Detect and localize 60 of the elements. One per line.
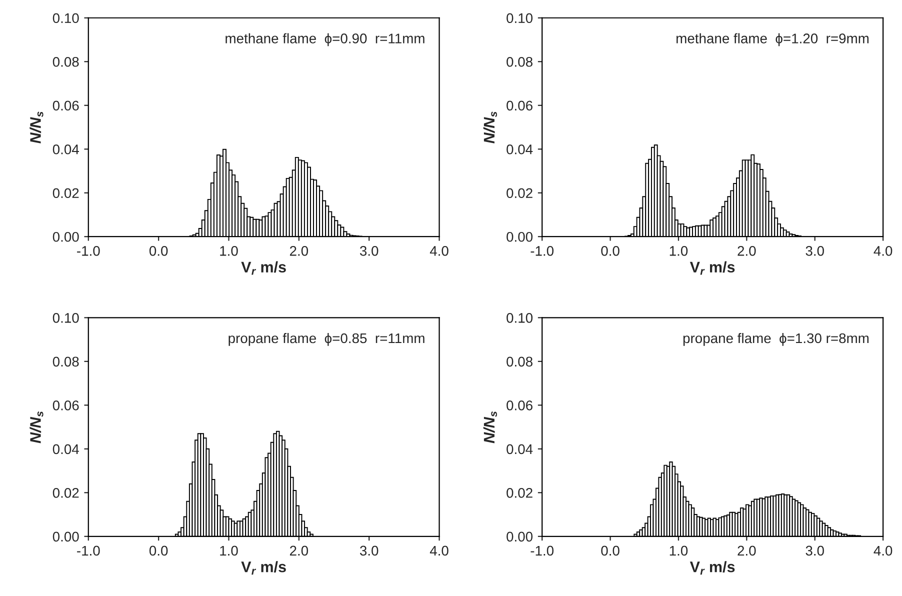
y-axis-title: N/N$_{s}$ [483,112,497,144]
y-axis-title: N/N$_{s}$ [483,411,497,444]
y-tick-label: 0.02 [506,488,532,498]
x-tick-label: 2.0 [738,246,756,256]
y-tick-label: 0.06 [506,400,532,410]
y-tick-label: 0.02 [52,188,79,198]
x-tick-label: 4.0 [874,546,892,556]
x-tick-label: 0.0 [149,246,168,256]
x-tick-label: 4.0 [874,246,892,256]
x-tick-label: 1.0 [670,246,688,256]
x-tick-label: 3.0 [806,546,824,556]
x-axis-title: V$_{r}$ m/s [241,261,286,275]
y-tick-label: 0.04 [506,444,533,454]
x-tick-label: -1.0 [530,246,554,256]
y-tick-label: 0.10 [506,313,533,323]
x-axis-title: V$_{r}$ m/s [241,561,286,575]
y-tick-label: 0.08 [506,56,532,67]
x-tick-label: 0.0 [149,546,168,556]
y-tick-label: 0.06 [52,100,79,111]
annotation: propane flame ϕ=1.30 r=8mm [683,332,869,346]
annotation: methane flame ϕ=0.90 r=11mm [226,33,424,46]
x-tick-label: 1.0 [670,546,688,556]
y-tick-label: 0.02 [506,188,532,198]
y-tick-label: 0.04 [52,444,79,454]
x-tick-label: 2.0 [738,546,756,556]
y-tick-label: 0.06 [52,400,79,410]
y-tick-label: 0.10 [506,13,533,24]
y-tick-label: 0.00 [506,232,533,242]
y-tick-label: 0.02 [52,488,79,498]
x-tick-label: 3.0 [360,246,378,256]
y-tick-label: 0.10 [52,313,79,323]
y-axis-title: N/N$_{s}$ [30,411,44,444]
annotation: methane flame ϕ=1.20 r=9mm [676,33,869,46]
x-tick-label: 2.0 [290,246,308,256]
x-tick-label: -1.0 [530,546,554,556]
y-tick-label: 0.04 [506,144,533,154]
x-tick-label: 0.0 [601,246,620,256]
x-axis-title: V$_{r}$ m/s [690,261,735,275]
x-tick-label: 4.0 [430,546,448,556]
y-tick-label: 0.08 [506,356,532,367]
x-tick-label: 2.0 [290,546,308,556]
y-tick-label: 0.08 [52,56,79,67]
annotation: propane flame ϕ=0.85 r=11mm [228,332,424,346]
x-tick-label: -1.0 [77,246,100,256]
y-tick-label: 0.04 [52,144,79,154]
x-tick-label: 1.0 [220,546,238,556]
y-axis-title: N/N$_{s}$ [30,112,44,144]
x-tick-label: 0.0 [601,546,620,556]
y-tick-label: 0.10 [52,13,79,24]
x-tick-label: 3.0 [360,546,378,556]
y-tick-label: 0.00 [506,532,533,542]
y-tick-label: 0.06 [506,100,532,111]
y-tick-label: 0.00 [52,532,79,542]
x-tick-label: 3.0 [806,246,824,256]
y-tick-label: 0.08 [52,356,79,367]
x-axis-title: V$_{r}$ m/s [690,561,735,575]
x-tick-label: -1.0 [77,546,100,556]
x-tick-label: 1.0 [220,246,238,256]
y-tick-label: 0.00 [52,232,79,242]
x-tick-label: 4.0 [430,246,448,256]
